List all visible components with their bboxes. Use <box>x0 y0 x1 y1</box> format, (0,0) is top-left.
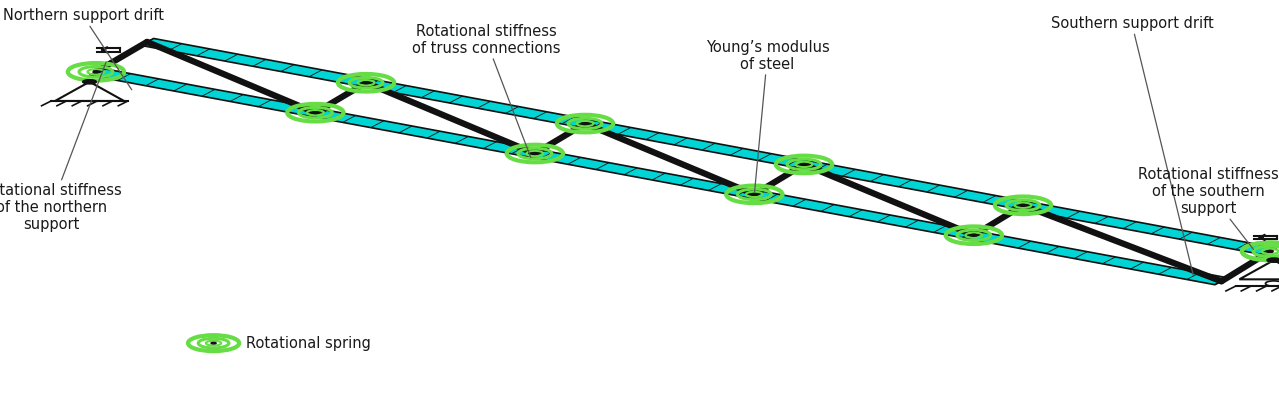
Polygon shape <box>141 38 1276 255</box>
Circle shape <box>582 123 588 124</box>
Circle shape <box>971 234 977 236</box>
Circle shape <box>752 194 757 195</box>
Circle shape <box>363 82 368 84</box>
Circle shape <box>532 153 537 154</box>
Text: Rotational stiffness
of truss connections: Rotational stiffness of truss connection… <box>412 24 560 158</box>
Circle shape <box>93 71 98 73</box>
Circle shape <box>801 164 807 165</box>
Text: Southern support drift: Southern support drift <box>1050 16 1214 275</box>
Text: Rotational stiffness
of the southern
support: Rotational stiffness of the southern sup… <box>1138 167 1279 249</box>
Text: Rotational spring: Rotational spring <box>246 336 371 351</box>
Circle shape <box>1267 251 1273 252</box>
Polygon shape <box>90 68 1228 285</box>
Text: Young’s modulus
of steel: Young’s modulus of steel <box>706 40 829 192</box>
Circle shape <box>1267 251 1273 252</box>
Circle shape <box>211 342 216 344</box>
Circle shape <box>83 80 96 84</box>
Text: Rotational stiffness
of the northern
support: Rotational stiffness of the northern sup… <box>0 62 122 232</box>
Circle shape <box>1021 204 1026 206</box>
Circle shape <box>312 112 318 114</box>
Text: Northern support drift: Northern support drift <box>3 8 164 90</box>
Circle shape <box>1267 258 1279 262</box>
